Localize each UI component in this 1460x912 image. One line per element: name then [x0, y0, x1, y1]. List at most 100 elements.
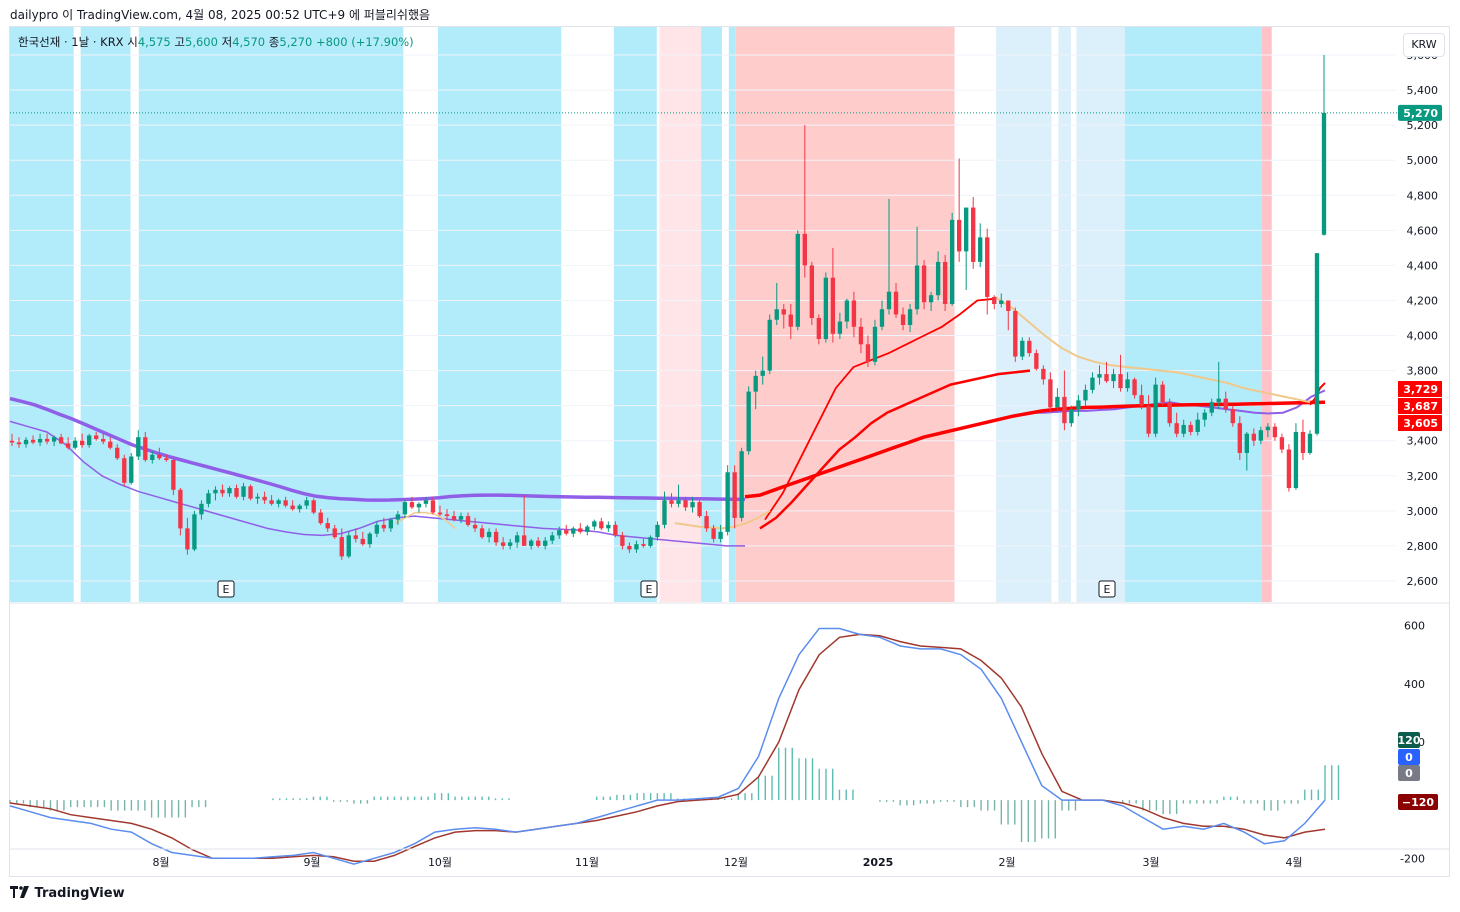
bg-zone-cyan [10, 27, 74, 602]
candle-body [802, 233, 807, 266]
candle-body [1146, 405, 1151, 434]
candle-body [1027, 340, 1032, 354]
candle-body [571, 528, 576, 534]
price-tick-label: 5,400 [1407, 84, 1439, 97]
macd-line [9, 627, 1326, 865]
macd-value-tag: 0 [1405, 751, 1413, 764]
candle-body [360, 538, 365, 545]
candle-body [739, 451, 744, 518]
candle-body [1097, 374, 1102, 378]
candle-body [592, 521, 597, 527]
candle-body [423, 500, 429, 504]
candle-body [213, 489, 218, 494]
candle-body [1034, 353, 1039, 369]
candle-body [402, 502, 408, 515]
candle-body [1132, 379, 1137, 396]
candle-body [381, 524, 387, 529]
ma-orange-line [994, 296, 1311, 404]
time-tick-label: 2025 [863, 856, 894, 869]
earnings-marker: E [223, 583, 230, 596]
candle-body [985, 237, 990, 297]
candle-body [1265, 426, 1271, 431]
symbol-info[interactable]: 한국선재 · 1날 · KRX [18, 35, 124, 49]
candle-body [164, 458, 169, 461]
candle-body [641, 544, 646, 546]
candle-body [339, 537, 344, 557]
candle-body [1111, 374, 1116, 382]
bg-zone-cyan [728, 27, 736, 602]
candle-body [613, 524, 618, 536]
bg-zone-cyan [138, 27, 404, 602]
candle-body [129, 456, 134, 483]
candle-body [1020, 340, 1025, 357]
candle-body [697, 502, 702, 517]
time-tick-label: 9월 [303, 856, 320, 869]
candle-body [493, 531, 499, 543]
price-tick-label: 4,000 [1407, 330, 1439, 343]
candle-body [1125, 379, 1130, 389]
candle-body [269, 500, 274, 504]
currency-button[interactable]: KRW [1403, 33, 1445, 57]
candle-body [430, 500, 436, 513]
candle-body [914, 265, 920, 310]
candle-body [44, 438, 50, 442]
price-tick-label: 3,000 [1407, 505, 1439, 518]
candle-body [907, 309, 913, 326]
ohlc-legend: 한국선재 · 1날 · KRX 시4,575 고5,600 저4,570 종5,… [18, 34, 414, 50]
bg-zone-lightblue [1058, 27, 1071, 602]
bg-zone-cyan [613, 27, 657, 602]
candle-body [1237, 423, 1242, 453]
time-tick-label: 8월 [152, 856, 169, 869]
candle-body [1118, 374, 1123, 389]
ma-value-tag: 3,687 [1403, 400, 1438, 413]
candle-body [676, 500, 681, 504]
candle-body [1041, 368, 1046, 380]
price-tick-label: 3,400 [1407, 435, 1439, 448]
candle-body [634, 544, 639, 550]
candle-body [1195, 419, 1200, 432]
candle-body [1223, 398, 1228, 410]
high-value: 5,600 [185, 35, 218, 49]
tradingview-logo: TradingView [10, 886, 125, 901]
bg-zone-lightblue [996, 27, 1052, 602]
time-tick-label: 10월 [428, 856, 452, 869]
candle-body [816, 318, 822, 340]
candle-body [1202, 412, 1207, 420]
candle-body [543, 540, 548, 546]
ma-orange-early-line [674, 509, 771, 530]
bg-zone-pink2 [1262, 27, 1272, 602]
candle-body [283, 500, 288, 506]
candle-body [837, 321, 843, 334]
candle-body [774, 309, 779, 320]
candle-body [879, 309, 885, 327]
candle-body [72, 440, 78, 448]
candle-body [809, 265, 815, 319]
candle-body [585, 526, 590, 532]
candle-body [648, 537, 653, 546]
candle-body [23, 439, 29, 445]
candle-body [599, 521, 604, 529]
candle-body [683, 500, 688, 508]
macd-value-tag-bg [1398, 794, 1438, 810]
candle-body [557, 530, 562, 536]
candle-body [1286, 449, 1292, 489]
candle-body [564, 530, 569, 534]
time-tick-label: 11월 [575, 856, 599, 869]
candle-body [318, 512, 323, 524]
candle-body [458, 516, 464, 520]
candle-body [171, 460, 176, 490]
candle-body [1188, 424, 1193, 432]
candle-body [1076, 400, 1081, 410]
candle-body [753, 375, 758, 392]
candle-body [830, 277, 836, 334]
candle-body [374, 524, 380, 534]
candle-body [1167, 402, 1172, 424]
macd-signal-line [9, 633, 1326, 862]
macd-tick-label: -200 [1400, 852, 1425, 865]
candle-body [465, 516, 471, 525]
candle-body [921, 265, 927, 303]
ma-red-mid-line [759, 369, 1031, 530]
candle-body [872, 326, 878, 362]
candle-body [886, 291, 892, 310]
